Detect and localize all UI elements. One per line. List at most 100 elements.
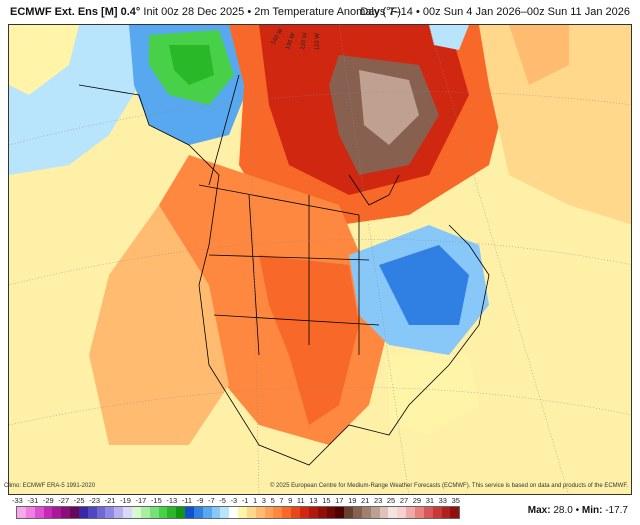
colorbar-swatch [229, 507, 239, 518]
colorbar-swatch [220, 507, 230, 518]
valid-period: Days 7–14 • 00z Sun 4 Jan 2026–00z Sun 1… [360, 6, 630, 18]
colorbar-swatch [17, 507, 26, 518]
colorbar-swatch [353, 507, 362, 518]
colorbar-tick: 9 [288, 496, 293, 505]
colorbar-tick: -1 [241, 496, 249, 505]
colorbar-swatch [140, 507, 150, 518]
colorbar-swatch [123, 507, 132, 518]
colorbar-swatch [61, 507, 71, 518]
colorbar-tick: 27 [399, 496, 409, 505]
colorbar-tick: 33 [438, 496, 447, 505]
colorbar-tick: -13 [166, 496, 178, 505]
colorbar-swatch [255, 507, 265, 518]
colorbar-swatch [78, 507, 88, 518]
colorbar-swatch [131, 507, 141, 518]
colorbar-swatch [149, 507, 159, 518]
colorbar-swatch [114, 507, 124, 518]
init-info: Init 00z 28 Dec 2025 • 2m Temperature An… [143, 6, 401, 18]
colorbar-swatch [264, 507, 274, 518]
colorbar-tick: 15 [322, 496, 331, 505]
colorbar-swatch [414, 507, 424, 518]
copyright-note: © 2025 European Centre for Medium-Range … [269, 483, 628, 489]
colorbar-tick: 35 [451, 496, 460, 505]
temperature-anomaly-map: 140 W 130 W 120 W 110 W [8, 24, 632, 495]
map-title: ECMWF Ext. Ens [M] 0.4° Init 00z 28 Dec … [10, 6, 401, 18]
colorbar-tick: 29 [412, 496, 422, 505]
colorbar-tick: -19 [120, 496, 131, 505]
colorbar-tick: -27 [58, 496, 70, 505]
colorbar-swatch [246, 507, 256, 518]
colorbar-tick: -9 [196, 496, 204, 505]
colorbar-tick: -21 [104, 496, 116, 505]
colorbar-swatch [370, 507, 380, 518]
meridian-label: 120 W [300, 32, 309, 50]
resolution: 0.4° [120, 6, 141, 18]
colorbar-swatch [87, 507, 97, 518]
colorbar-swatch [450, 507, 460, 518]
colorbar-swatch [105, 507, 115, 518]
colorbar-swatch [34, 507, 44, 518]
model-name: ECMWF Ext. Ens [M] [10, 6, 118, 18]
colorbar-tick: 5 [270, 496, 275, 505]
max-value: 28.0 [553, 505, 573, 516]
colorbar-swatch [388, 507, 398, 518]
colorbar-tick: 1 [253, 496, 258, 505]
colorbar [16, 506, 460, 519]
colorbar-swatch [176, 507, 186, 518]
colorbar-swatch [317, 507, 327, 518]
colorbar-swatch [273, 507, 283, 518]
colorbar-swatch [432, 507, 442, 518]
colorbar-tick: 31 [425, 496, 435, 505]
colorbar-tick: -25 [73, 496, 85, 505]
colorbar-swatch [441, 507, 451, 518]
colorbar-swatch [423, 507, 433, 518]
colorbar-swatch [361, 507, 371, 518]
meridian-label: 130 W [285, 32, 297, 51]
colorbar-tick: -5 [219, 496, 226, 505]
colorbar-swatch [406, 507, 415, 518]
colorbar-tick: -29 [42, 496, 54, 505]
meridian-label: 110 W [315, 33, 321, 50]
colorbar-swatch [291, 507, 300, 518]
colorbar-swatch [335, 507, 345, 518]
colorbar-tick: 17 [335, 496, 344, 505]
min-value: -17.7 [605, 505, 628, 516]
colorbar-swatch [211, 507, 221, 518]
min-label: Min: [581, 505, 603, 516]
colorbar-swatch [397, 507, 407, 518]
max-min-stats: Max: 28.0 • Min: -17.7 [527, 505, 628, 516]
colorbar-tick: 25 [386, 496, 396, 505]
colorbar-tick: -23 [89, 496, 101, 505]
colorbar-swatch [326, 507, 336, 518]
colorbar-swatch [185, 507, 194, 518]
colorbar-swatch [282, 507, 292, 518]
colorbar-swatch [158, 507, 168, 518]
colorbar-ticks: -33 -31 -29 -27 -25 -23 -21 -19 -17 -15 -13 -11 -9 -7… [12, 496, 460, 505]
colorbar-tick: 19 [348, 496, 357, 505]
colorbar-swatch [238, 507, 247, 518]
max-label: Max: [527, 505, 551, 516]
colorbar-swatch [167, 507, 177, 518]
colorbar-tick: 21 [361, 496, 370, 505]
colorbar-swatch [202, 507, 212, 518]
colorbar-tick: -7 [207, 496, 215, 505]
colorbar-swatch [70, 507, 79, 518]
colorbar-swatch [96, 507, 106, 518]
colorbar-swatch [300, 507, 309, 518]
colorbar-swatch [379, 507, 389, 518]
colorbar-tick: -11 [181, 496, 193, 505]
colorbar-swatch [25, 507, 35, 518]
colorbar-swatch [344, 507, 354, 518]
anomaly-field: 140 W 130 W 120 W 110 W [9, 25, 631, 494]
colorbar-tick: -3 [230, 496, 238, 505]
colorbar-tick: -31 [27, 496, 39, 505]
colorbar-tick: -17 [135, 496, 147, 505]
colorbar-tick: 23 [373, 496, 383, 505]
colorbar-swatch [193, 507, 203, 518]
colorbar-swatch [308, 507, 318, 518]
colorbar-tick: 11 [296, 496, 305, 505]
colorbar-tick: 3 [261, 496, 266, 505]
colorbar-swatch [43, 507, 53, 518]
colorbar-tick: -15 [150, 496, 162, 505]
colorbar-swatch [52, 507, 62, 518]
